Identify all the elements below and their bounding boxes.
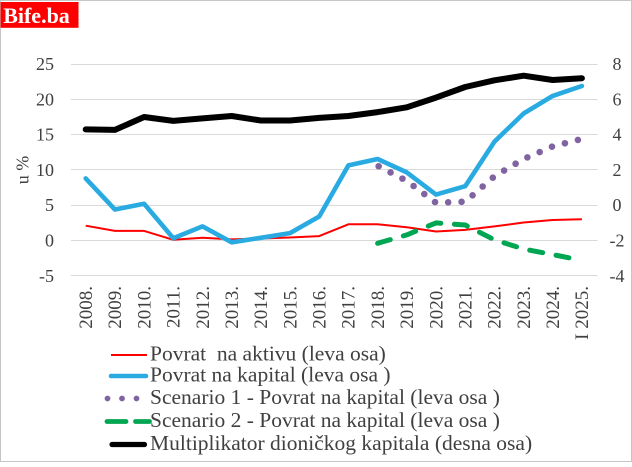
svg-text:4: 4 bbox=[613, 125, 622, 145]
svg-text:0: 0 bbox=[613, 195, 622, 215]
svg-text:2014.: 2014. bbox=[251, 286, 272, 329]
svg-text:0: 0 bbox=[45, 231, 54, 251]
svg-text:Multiplikator dioničkog kapita: Multiplikator dioničkog kapitala (desna … bbox=[150, 431, 532, 455]
svg-text:Povrat na aktivu (leva osa): Povrat na aktivu (leva osa) bbox=[150, 342, 386, 366]
svg-text:2023.: 2023. bbox=[514, 286, 535, 329]
svg-text:-2: -2 bbox=[610, 231, 625, 251]
svg-text:2019.: 2019. bbox=[397, 286, 418, 329]
svg-text:2020.: 2020. bbox=[426, 286, 447, 329]
svg-text:2: 2 bbox=[613, 160, 622, 180]
svg-text:Scenario 1 - Povrat na kapital: Scenario 1 - Povrat na kapital (leva osa… bbox=[150, 385, 500, 409]
svg-text:5: 5 bbox=[45, 195, 54, 215]
svg-text:2011.: 2011. bbox=[164, 286, 185, 328]
svg-text:Scenario 2 - Povrat na kapital: Scenario 2 - Povrat na kapital (leva osa… bbox=[150, 408, 500, 432]
svg-text:2010.: 2010. bbox=[134, 286, 155, 329]
svg-text:2016.: 2016. bbox=[310, 286, 331, 329]
svg-text:2021.: 2021. bbox=[456, 286, 477, 329]
svg-text:u %: u % bbox=[13, 156, 33, 185]
svg-text:Povrat na kapital (leva osa ): Povrat na kapital (leva osa ) bbox=[150, 363, 391, 387]
svg-text:2012.: 2012. bbox=[193, 286, 214, 329]
svg-text:20: 20 bbox=[36, 89, 54, 109]
svg-text:2008.: 2008. bbox=[76, 286, 97, 329]
svg-text:-5: -5 bbox=[39, 266, 54, 286]
svg-text:2017.: 2017. bbox=[339, 286, 360, 329]
svg-text:2013.: 2013. bbox=[222, 286, 243, 329]
svg-text:Bife.ba: Bife.ba bbox=[3, 3, 70, 28]
svg-text:2024.: 2024. bbox=[543, 286, 564, 329]
svg-text:6: 6 bbox=[613, 89, 622, 109]
svg-text:10: 10 bbox=[36, 160, 54, 180]
svg-text:2015.: 2015. bbox=[280, 286, 301, 329]
svg-text:2022.: 2022. bbox=[485, 286, 506, 329]
svg-text:-4: -4 bbox=[610, 266, 625, 286]
svg-text:2009.: 2009. bbox=[105, 286, 126, 329]
svg-text:15: 15 bbox=[36, 125, 54, 145]
svg-text:I 2025.: I 2025. bbox=[572, 286, 593, 340]
svg-text:2018.: 2018. bbox=[368, 286, 389, 329]
svg-text:25: 25 bbox=[36, 54, 54, 74]
svg-text:8: 8 bbox=[613, 54, 622, 74]
